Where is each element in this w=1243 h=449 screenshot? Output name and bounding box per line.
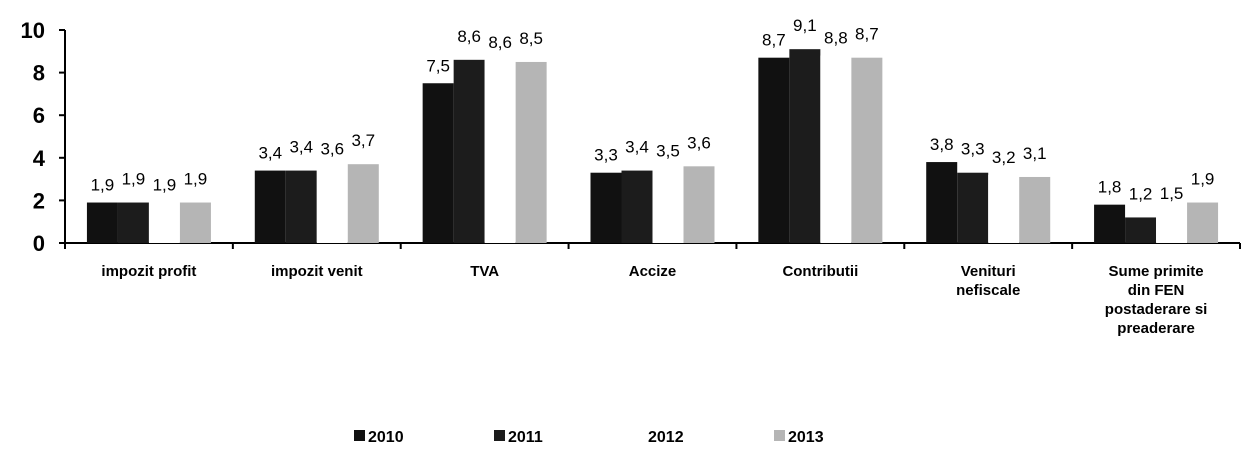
y-tick-label: 10 xyxy=(21,18,45,43)
x-tick-label: Venituri nefiscale xyxy=(956,263,1020,299)
value-label: 1,9 xyxy=(153,176,177,195)
value-label: 3,2 xyxy=(992,148,1016,167)
legend-marker xyxy=(494,430,505,441)
bar xyxy=(1187,202,1219,243)
bar xyxy=(789,49,821,243)
legend-label: 2013 xyxy=(788,429,824,446)
y-tick-label: 6 xyxy=(33,103,45,128)
value-label: 3,1 xyxy=(1023,144,1047,163)
value-label: 8,7 xyxy=(855,25,879,44)
bar xyxy=(1125,217,1157,243)
bar xyxy=(148,202,180,243)
bar xyxy=(957,172,989,243)
bar xyxy=(515,61,547,244)
bar xyxy=(484,59,516,243)
value-label: 1,5 xyxy=(1160,184,1184,203)
value-label: 3,8 xyxy=(930,135,954,154)
value-label: 3,7 xyxy=(351,131,375,150)
bar xyxy=(820,55,852,244)
value-label: 3,5 xyxy=(656,141,680,160)
value-label: 3,6 xyxy=(687,133,711,152)
x-tick-label: impozit venit xyxy=(271,263,363,280)
legend-label: 2011 xyxy=(508,429,543,446)
y-tick-label: 0 xyxy=(33,231,45,256)
bar xyxy=(1094,204,1126,243)
bar xyxy=(683,166,715,243)
bar xyxy=(590,172,622,243)
bar xyxy=(1156,211,1188,243)
value-label: 3,4 xyxy=(289,138,313,157)
bar xyxy=(988,174,1020,243)
value-label: 8,8 xyxy=(824,29,848,48)
value-label: 1,9 xyxy=(1191,170,1215,189)
bar xyxy=(347,164,379,243)
bar xyxy=(758,57,790,243)
value-label: 3,3 xyxy=(961,140,985,159)
value-label: 3,4 xyxy=(258,144,282,163)
value-label: 3,4 xyxy=(625,138,649,157)
legend-label: 2010 xyxy=(368,429,404,446)
bar xyxy=(1019,176,1051,243)
bar xyxy=(851,57,883,243)
value-label: 9,1 xyxy=(793,16,817,35)
x-tick-label: impozit profit xyxy=(101,263,196,280)
bar xyxy=(453,59,485,243)
legend-label: 2012 xyxy=(648,429,684,446)
bar xyxy=(316,166,348,243)
bar xyxy=(652,168,684,243)
value-label: 8,5 xyxy=(519,29,543,48)
value-label: 7,5 xyxy=(426,56,450,75)
value-label: 8,7 xyxy=(762,31,786,50)
x-tick-label: Sume primite din FEN postaderare si preader… xyxy=(1105,263,1208,337)
value-label: 1,9 xyxy=(184,170,208,189)
x-tick-label: Accize xyxy=(629,263,677,280)
bar xyxy=(285,170,317,243)
y-tick-label: 4 xyxy=(33,146,46,171)
legend-marker xyxy=(634,430,645,441)
y-tick-label: 8 xyxy=(33,61,45,86)
legend-marker xyxy=(774,430,785,441)
value-label: 3,6 xyxy=(320,139,344,158)
bar xyxy=(179,202,211,243)
legend-marker xyxy=(354,430,365,441)
value-label: 1,2 xyxy=(1129,184,1153,203)
value-label: 1,8 xyxy=(1098,178,1122,197)
value-label: 1,9 xyxy=(91,176,115,195)
y-tick-label: 2 xyxy=(33,188,45,213)
bar xyxy=(86,202,118,243)
bar xyxy=(117,202,149,243)
value-label: 8,6 xyxy=(457,27,481,46)
value-label: 3,3 xyxy=(594,146,618,165)
x-tick-label: TVA xyxy=(470,263,499,280)
value-label: 8,6 xyxy=(488,33,512,52)
bar xyxy=(422,83,454,243)
bar xyxy=(621,170,653,243)
x-tick-label: Contributii xyxy=(782,263,858,280)
bar xyxy=(254,170,286,243)
bar xyxy=(926,162,958,243)
value-label: 1,9 xyxy=(122,170,146,189)
